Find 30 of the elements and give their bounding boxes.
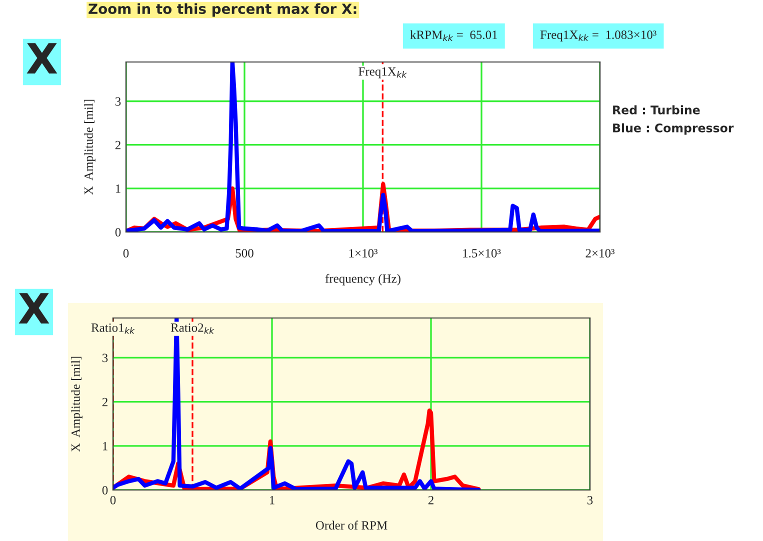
text: kRPM$_{kk}$ = 65.01 <box>410 30 498 41</box>
ref-line-label: Ratio2$_{kk}$ <box>170 323 214 334</box>
x-tick-label: 1.5×10³ <box>463 249 501 258</box>
x-tick-label: 500 <box>236 249 254 258</box>
x-tick-label: 1 <box>270 496 274 504</box>
text: Freq1X$_{kk}$ = 1.083×10³ <box>540 30 656 42</box>
x-tick-label: 2×10³ <box>586 249 615 258</box>
y-tick-label: 0 <box>102 486 108 494</box>
y-tick-label: 1 <box>102 442 108 450</box>
x-tick-label: 2 <box>428 496 434 504</box>
y-tick-label: 3 <box>102 354 108 362</box>
text: Red : Turbine <box>613 105 700 114</box>
y-axis-title: X Amplitude [mil] <box>71 356 82 452</box>
x-axis-title: frequency (Hz) <box>325 274 400 286</box>
x-axis-title: Order of RPM <box>316 520 388 530</box>
y-tick-label: 1 <box>116 184 120 193</box>
text: X <box>18 293 50 324</box>
y-tick-label: 2 <box>102 398 108 406</box>
ref-line-label: Ratio1$_{kk}$ <box>91 323 135 334</box>
y-tick-label: 3 <box>115 97 121 106</box>
y-tick-label: 2 <box>115 140 120 150</box>
x-tick-label: 0 <box>123 249 129 258</box>
y-tick-label: 0 <box>115 228 121 236</box>
x-tick-label: 3 <box>587 496 593 504</box>
text: X <box>26 43 58 74</box>
text: Blue : Compressor <box>613 123 734 135</box>
ref-line-label: Freq1X$_{kk}$ <box>358 67 407 78</box>
y-axis-title: X Amplitude [mil] <box>84 100 96 195</box>
x-tick-label: 1×10³ <box>349 249 378 258</box>
text: Zoom in to this percent max for X: <box>88 3 356 17</box>
